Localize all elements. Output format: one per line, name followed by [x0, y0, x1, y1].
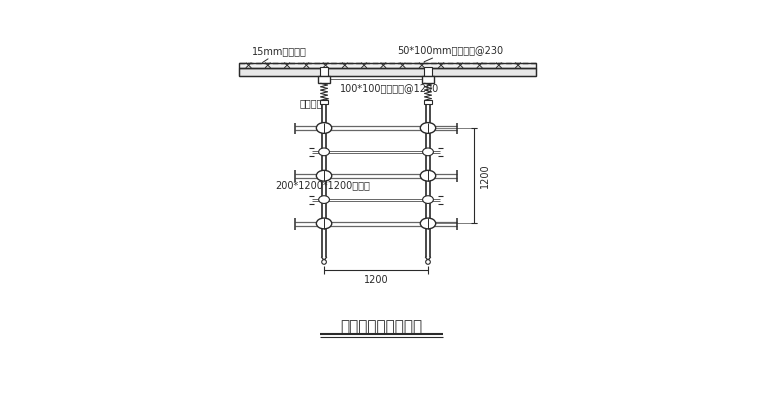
Text: 200*1200*1200碗扣架: 200*1200*1200碗扣架	[276, 176, 370, 190]
Ellipse shape	[318, 148, 329, 156]
Ellipse shape	[420, 218, 435, 229]
Bar	[320, 100, 328, 104]
Ellipse shape	[316, 218, 332, 229]
Text: 100*100方木间距@1200: 100*100方木间距@1200	[340, 80, 439, 93]
Bar	[424, 100, 432, 104]
Text: 1200: 1200	[364, 275, 388, 285]
Ellipse shape	[420, 123, 435, 133]
Bar	[239, 68, 536, 76]
Ellipse shape	[423, 148, 433, 156]
Text: 顶板模板支设体系图: 顶板模板支设体系图	[340, 319, 423, 334]
Ellipse shape	[316, 170, 332, 181]
Bar	[424, 67, 432, 76]
Text: 1200: 1200	[480, 164, 489, 188]
Text: 50*100mm方木间距@230: 50*100mm方木间距@230	[397, 45, 503, 62]
Ellipse shape	[423, 196, 433, 204]
Text: 可调扣撞: 可调扣撞	[299, 98, 328, 108]
Circle shape	[321, 260, 326, 264]
Ellipse shape	[318, 196, 329, 204]
Text: 15mm厚多层板: 15mm厚多层板	[252, 46, 307, 63]
Bar	[422, 76, 434, 83]
Ellipse shape	[420, 170, 435, 181]
Bar	[239, 63, 536, 68]
Bar	[318, 76, 330, 83]
Ellipse shape	[316, 123, 332, 133]
Bar	[320, 67, 328, 76]
Circle shape	[426, 260, 430, 264]
